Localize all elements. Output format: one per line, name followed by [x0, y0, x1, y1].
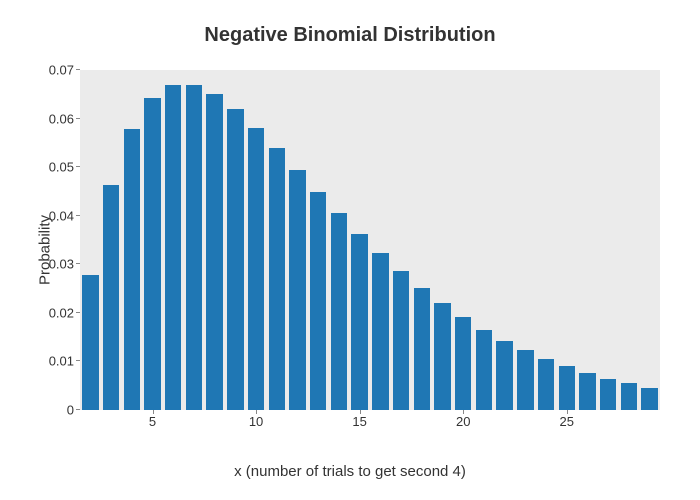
bar: [331, 213, 348, 410]
bar: [455, 317, 472, 410]
x-axis-label: x (number of trials to get second 4): [0, 463, 700, 480]
plot-area: 00.010.020.030.040.050.060.07510152025: [80, 70, 660, 410]
bar: [372, 253, 389, 410]
bar: [310, 192, 327, 410]
y-tick-label: 0: [67, 403, 80, 418]
y-tick-label: 0.02: [49, 305, 80, 320]
bar: [289, 170, 306, 410]
bar: [103, 185, 120, 410]
bar: [186, 85, 203, 410]
y-tick-label: 0.06: [49, 111, 80, 126]
y-tick-mark: [76, 409, 80, 410]
bar: [559, 366, 576, 410]
bar: [538, 359, 555, 410]
y-tick-label: 0.01: [49, 354, 80, 369]
bar: [496, 341, 513, 410]
y-tick-mark: [76, 263, 80, 264]
bar: [351, 234, 368, 410]
y-tick-label: 0.05: [49, 160, 80, 175]
x-tick-mark: [256, 410, 257, 414]
bar: [621, 383, 638, 410]
chart-title: Negative Binomial Distribution: [0, 24, 700, 47]
y-tick-label: 0.04: [49, 208, 80, 223]
bar: [165, 85, 182, 410]
y-tick-mark: [76, 166, 80, 167]
y-axis-label: Probability: [37, 215, 54, 285]
bar: [124, 129, 141, 410]
y-tick-mark: [76, 360, 80, 361]
bar: [82, 275, 99, 410]
y-tick-mark: [76, 215, 80, 216]
chart-container: Negative Binomial Distribution Probabili…: [0, 0, 700, 500]
bar: [641, 388, 658, 410]
y-tick-label: 0.03: [49, 257, 80, 272]
bar: [517, 350, 534, 410]
bar: [414, 288, 431, 410]
bar: [393, 271, 410, 410]
y-tick-mark: [76, 118, 80, 119]
y-tick-mark: [76, 312, 80, 313]
bar: [579, 373, 596, 410]
x-tick-mark: [153, 410, 154, 414]
bar: [476, 330, 493, 410]
bar: [248, 128, 265, 410]
bar: [206, 94, 223, 410]
y-tick-mark: [76, 69, 80, 70]
x-tick-mark: [360, 410, 361, 414]
bar: [269, 148, 286, 410]
y-tick-label: 0.07: [49, 63, 80, 78]
bar: [144, 98, 161, 410]
x-tick-mark: [463, 410, 464, 414]
bar: [600, 379, 617, 410]
x-tick-mark: [567, 410, 568, 414]
bar: [227, 109, 244, 410]
bar: [434, 303, 451, 410]
